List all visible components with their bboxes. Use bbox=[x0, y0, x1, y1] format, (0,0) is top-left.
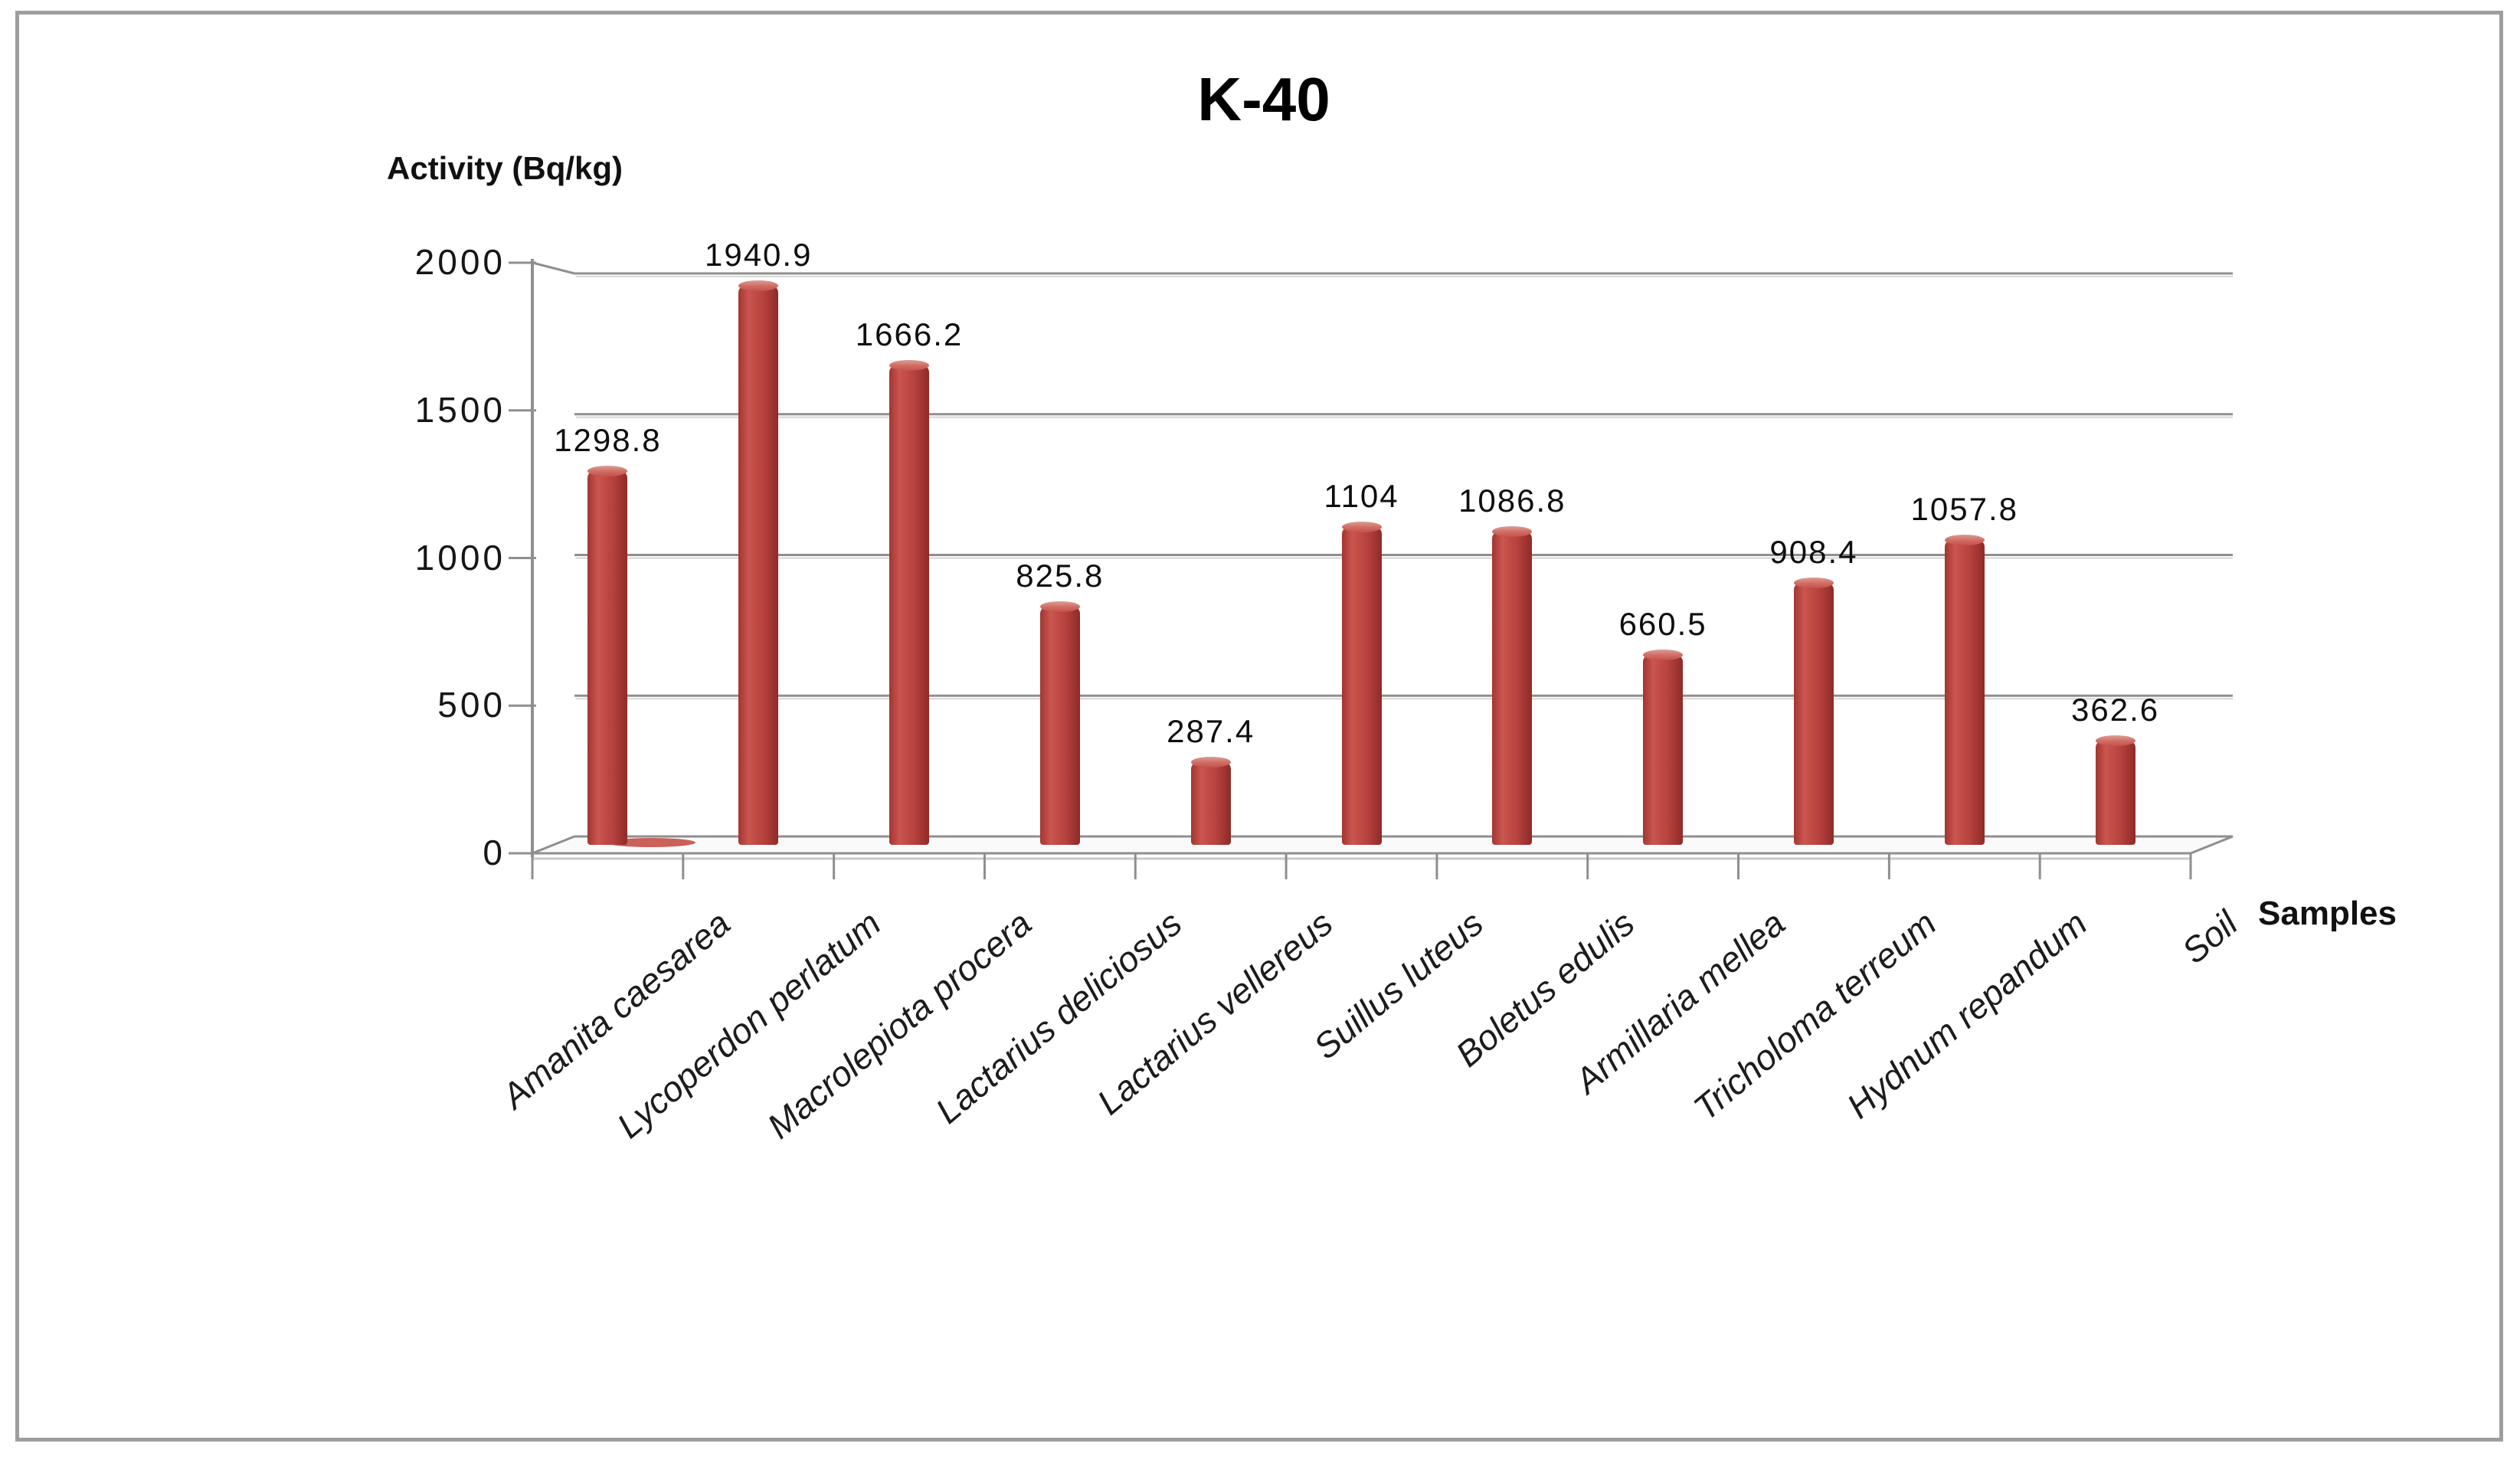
bar-top-cap bbox=[2095, 735, 2135, 746]
bar-top-cap bbox=[738, 280, 779, 292]
y-axis-title: Activity (Bq/kg) bbox=[387, 150, 623, 186]
bar-lactarius-deliciosus bbox=[1039, 601, 1080, 845]
bar-tricholoma-terreum bbox=[1793, 578, 1834, 845]
chart-title: K-40 bbox=[1197, 65, 1330, 133]
bar-value-label: 908.4 bbox=[1769, 534, 1858, 571]
bar-value-label: 362.6 bbox=[2071, 691, 2160, 728]
y-tick-label: 0 bbox=[483, 833, 506, 872]
bar-top-cap bbox=[889, 359, 930, 371]
bar-value-label: 1057.8 bbox=[1910, 491, 2018, 528]
bar-value-label: 660.5 bbox=[1618, 605, 1707, 642]
bar-value-label: 1666.2 bbox=[855, 316, 964, 352]
wall-top-edge bbox=[532, 261, 575, 275]
bar-value-label: 1298.8 bbox=[554, 421, 662, 458]
bar-value-label: 1104 bbox=[1324, 477, 1399, 514]
bar-macrolepiota-procera bbox=[889, 359, 930, 845]
bar-suillus-luteus bbox=[1341, 521, 1382, 845]
bar-top-cap bbox=[1039, 601, 1080, 613]
y-tick-label: 1000 bbox=[414, 537, 506, 578]
bar-amanita-caesarea bbox=[587, 465, 628, 845]
bar-top-cap bbox=[1190, 756, 1231, 768]
x-axis-title: Samples bbox=[2258, 895, 2397, 932]
bar-value-label: 287.4 bbox=[1167, 712, 1255, 749]
bar-top-cap bbox=[587, 465, 628, 476]
y-tick-label: 500 bbox=[437, 685, 506, 725]
bar-armillaria-mellea bbox=[1643, 649, 1684, 845]
bar-soil bbox=[2095, 735, 2135, 845]
bar-value-label: 1086.8 bbox=[1458, 483, 1566, 519]
y-tick-label: 1500 bbox=[414, 389, 506, 430]
bar-top-cap bbox=[1643, 649, 1684, 660]
bar-value-label: 1940.9 bbox=[704, 237, 813, 273]
y-tick-label: 2000 bbox=[414, 242, 506, 282]
bar-value-label: 825.8 bbox=[1016, 558, 1105, 594]
bar-floor-reflection bbox=[607, 838, 695, 847]
bar-lycoperdon-perlatum bbox=[738, 280, 779, 845]
chart-border-frame bbox=[15, 11, 2503, 1442]
bar-boletus-edulis bbox=[1492, 526, 1533, 845]
bar-lactarius-vellereus bbox=[1190, 756, 1231, 845]
bar-top-cap bbox=[1341, 521, 1382, 532]
bar-hydnum-repandum bbox=[1944, 535, 1985, 845]
bar-top-cap bbox=[1492, 526, 1533, 538]
bar-top-cap bbox=[1793, 578, 1834, 589]
bar-top-cap bbox=[1944, 535, 1985, 546]
